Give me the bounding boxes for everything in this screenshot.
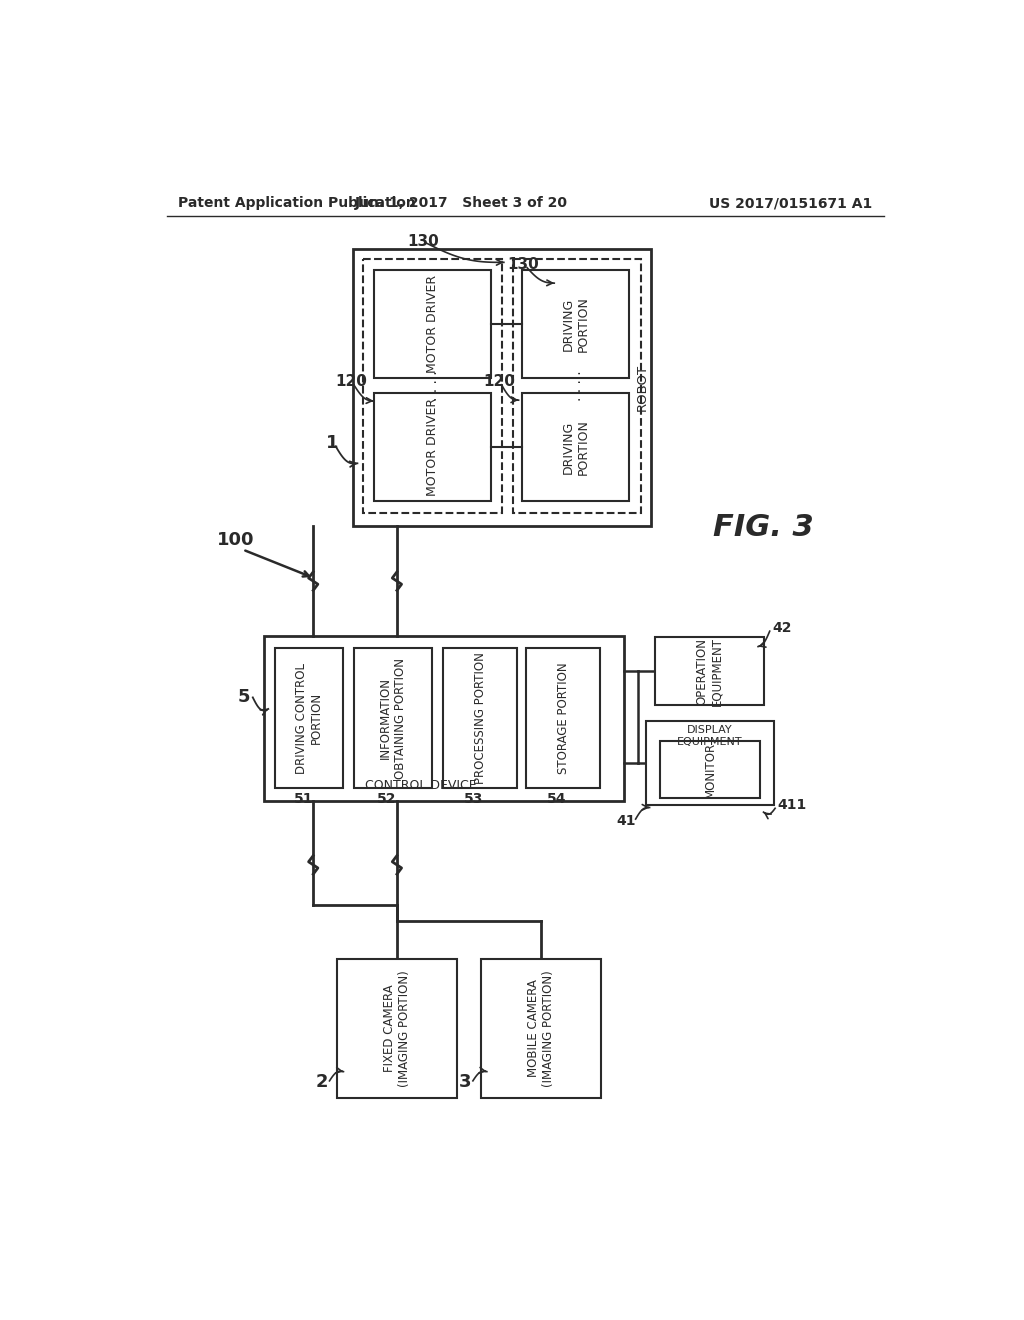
- Bar: [646, 721, 773, 805]
- Text: OPERATION
EQUIPMENT: OPERATION EQUIPMENT: [695, 636, 723, 706]
- Bar: [526, 648, 600, 788]
- Bar: [513, 259, 641, 512]
- Text: 1: 1: [326, 434, 338, 453]
- Bar: [263, 636, 624, 801]
- Bar: [659, 742, 761, 799]
- Text: INFORMATION
OBTAINING PORTION: INFORMATION OBTAINING PORTION: [379, 657, 408, 779]
- Text: US 2017/0151671 A1: US 2017/0151671 A1: [709, 197, 872, 210]
- Text: Jun. 1, 2017   Sheet 3 of 20: Jun. 1, 2017 Sheet 3 of 20: [354, 197, 567, 210]
- Text: 411: 411: [777, 799, 807, 812]
- Text: PROCESSING PORTION: PROCESSING PORTION: [474, 652, 486, 784]
- Bar: [655, 638, 764, 705]
- Text: STORAGE PORTION: STORAGE PORTION: [557, 663, 569, 774]
- Text: FIXED CAMERA
(IMAGING PORTION): FIXED CAMERA (IMAGING PORTION): [383, 970, 412, 1086]
- Text: DISPLAY
EQUIPMENT: DISPLAY EQUIPMENT: [677, 725, 742, 747]
- Text: ROBOT: ROBOT: [635, 364, 648, 412]
- Text: FIG. 3: FIG. 3: [713, 513, 814, 543]
- Text: 130: 130: [508, 257, 540, 272]
- Text: MOBILE CAMERA
(IMAGING PORTION): MOBILE CAMERA (IMAGING PORTION): [526, 970, 555, 1086]
- Text: 100: 100: [217, 531, 255, 549]
- Bar: [375, 271, 490, 378]
- Bar: [375, 393, 490, 502]
- Text: MOTOR DRIVER: MOTOR DRIVER: [426, 275, 439, 374]
- Text: 42: 42: [773, 622, 793, 635]
- Text: DRIVING
PORTION: DRIVING PORTION: [562, 296, 590, 352]
- Text: 2: 2: [315, 1073, 328, 1092]
- Text: Patent Application Publication: Patent Application Publication: [178, 197, 416, 210]
- Bar: [443, 648, 517, 788]
- Text: 53: 53: [464, 792, 483, 807]
- Text: 130: 130: [407, 234, 438, 249]
- Text: DRIVING CONTROL
PORTION: DRIVING CONTROL PORTION: [295, 663, 324, 774]
- Bar: [337, 960, 458, 1098]
- Text: CONTROL DEVICE: CONTROL DEVICE: [365, 779, 476, 792]
- Text: 52: 52: [377, 792, 396, 807]
- Text: 41: 41: [616, 813, 636, 828]
- Text: MOTOR DRIVER: MOTOR DRIVER: [426, 399, 439, 496]
- Text: . . . .: . . . .: [570, 370, 584, 401]
- Text: MONITOR: MONITOR: [703, 742, 717, 797]
- Text: 120: 120: [336, 374, 368, 389]
- Bar: [352, 249, 651, 527]
- Bar: [522, 393, 630, 502]
- Text: DRIVING
PORTION: DRIVING PORTION: [562, 420, 590, 475]
- Text: 54: 54: [547, 792, 566, 807]
- Text: 5: 5: [238, 689, 251, 706]
- Text: 51: 51: [294, 792, 313, 807]
- Bar: [522, 271, 630, 378]
- Bar: [362, 259, 503, 512]
- Text: . . . .: . . . .: [426, 370, 439, 401]
- Text: 3: 3: [459, 1073, 471, 1092]
- Text: 120: 120: [483, 374, 515, 389]
- Bar: [480, 960, 601, 1098]
- Bar: [275, 648, 343, 788]
- Bar: [354, 648, 432, 788]
